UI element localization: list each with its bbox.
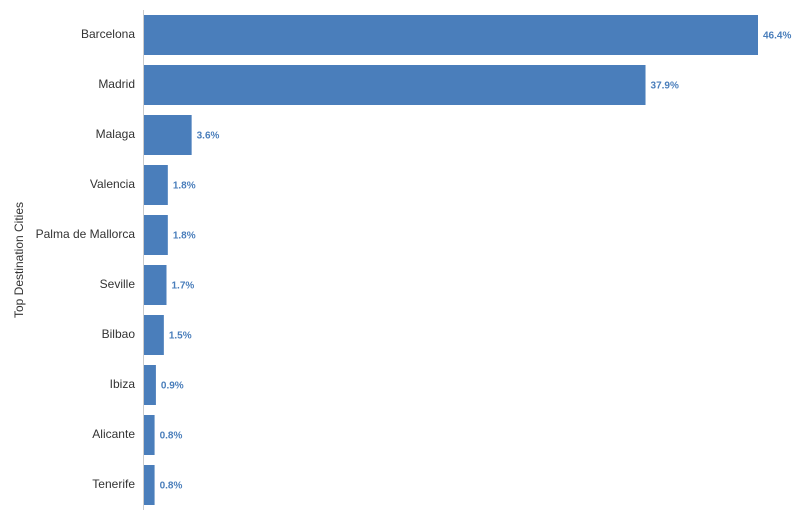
value-label: 0.9% — [161, 381, 184, 392]
value-label: 1.7% — [171, 281, 194, 292]
value-label: 0.8% — [160, 431, 183, 442]
value-label: 46.4% — [763, 31, 791, 42]
bar — [144, 65, 646, 105]
y-tick-label: Alicante — [92, 427, 135, 441]
y-axis-title: Top Destination Cities — [12, 202, 26, 318]
y-tick-label: Palma de Mallorca — [36, 227, 136, 241]
y-tick-label: Tenerife — [92, 477, 135, 491]
bar — [144, 265, 167, 305]
y-tick-label: Madrid — [98, 77, 135, 91]
bar — [144, 415, 155, 455]
value-label: 37.9% — [651, 81, 679, 92]
value-label: 1.5% — [169, 331, 192, 342]
value-label: 0.8% — [160, 481, 183, 492]
bar — [144, 115, 192, 155]
value-label: 3.6% — [197, 131, 220, 142]
y-tick-label: Valencia — [90, 177, 135, 191]
y-tick-label: Bilbao — [102, 327, 136, 341]
value-label: 1.8% — [173, 181, 196, 192]
bar — [144, 365, 156, 405]
value-label: 1.8% — [173, 231, 196, 242]
y-tick-label: Ibiza — [110, 377, 136, 391]
y-tick-label: Malaga — [96, 127, 136, 141]
bar — [144, 215, 168, 255]
bar — [144, 165, 168, 205]
y-tick-label: Seville — [100, 277, 136, 291]
bar — [144, 15, 758, 55]
bar — [144, 465, 155, 505]
y-tick-label: Barcelona — [81, 27, 135, 41]
bar — [144, 315, 164, 355]
